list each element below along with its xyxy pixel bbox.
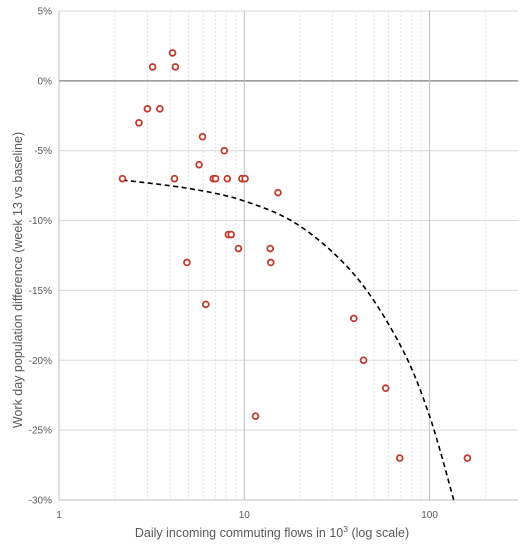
- scatter-point: [266, 258, 275, 267]
- x-axis-label-suffix: (log scale): [348, 526, 409, 540]
- scatter-point: [118, 174, 127, 183]
- scatter-point: [170, 174, 179, 183]
- y-tick-label: 5%: [38, 7, 53, 18]
- scatter-point: [350, 314, 358, 323]
- data-points: [118, 49, 472, 462]
- x-axis-tick-labels: 1 10 100: [56, 510, 438, 521]
- scatter-point: [211, 174, 220, 183]
- scatter-point: [195, 160, 203, 169]
- y-tick-label: -15%: [29, 286, 52, 297]
- scatter-point: [274, 188, 282, 197]
- scatter-point: [251, 412, 260, 420]
- scatter-point: [395, 454, 404, 462]
- scatter-point: [359, 356, 368, 365]
- scatter-point: [234, 244, 243, 253]
- scatter-point: [463, 454, 472, 462]
- y-tick-label: -5%: [34, 146, 52, 157]
- scatter-point: [171, 63, 180, 71]
- trendline-group: [122, 179, 455, 501]
- x-tick-label: 1: [56, 510, 62, 521]
- minor-gridlines: [114, 11, 486, 500]
- x-axis-label: Daily incoming commuting flows in 103 (l…: [135, 524, 409, 540]
- y-tick-label: -25%: [29, 426, 52, 437]
- y-tick-label: -10%: [29, 216, 52, 227]
- scatter-point: [198, 132, 207, 141]
- y-tick-label: 0%: [38, 76, 53, 87]
- major-gridlines: [58, 10, 518, 501]
- scatter-point: [168, 49, 177, 57]
- scatter-point: [135, 118, 143, 127]
- y-axis-tick-labels: 5% 0% -5% -10% -15% -20% -25% -30%: [29, 7, 52, 507]
- y-tick-label: -20%: [29, 356, 52, 367]
- scatter-point: [223, 174, 232, 183]
- scatter-point: [241, 174, 249, 183]
- x-tick-label: 100: [421, 510, 438, 521]
- y-tick-label: -30%: [29, 496, 52, 507]
- x-tick-label: 10: [239, 510, 251, 521]
- scatter-point: [220, 146, 229, 155]
- scatter-point: [381, 384, 390, 393]
- scatter-point: [156, 105, 164, 113]
- scatter-point: [183, 258, 191, 267]
- scatter-point: [143, 105, 152, 113]
- trendline: [122, 179, 455, 501]
- y-axis-label: Work day population difference (week 13 …: [11, 132, 25, 428]
- scatter-point: [202, 300, 210, 309]
- x-axis-label-main: Daily incoming commuting flows in 10: [135, 526, 343, 540]
- scatter-point: [266, 244, 275, 253]
- scatter-point: [148, 63, 157, 71]
- x-axis-label-superscript: 3: [343, 524, 348, 534]
- scatter-point: [227, 230, 236, 239]
